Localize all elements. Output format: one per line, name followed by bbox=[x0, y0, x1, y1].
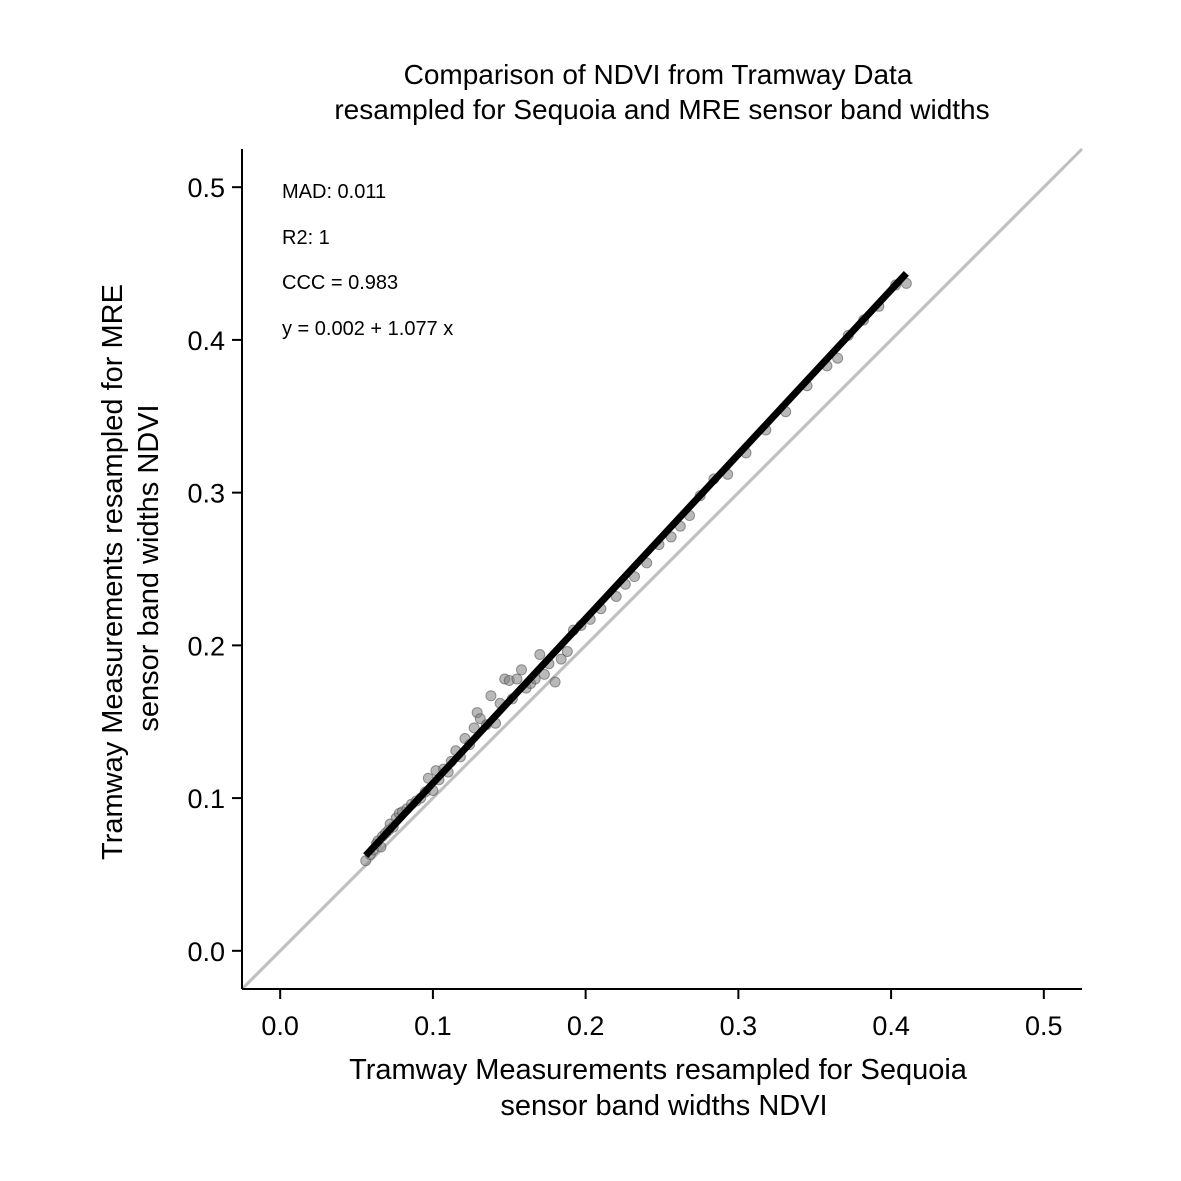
annotation-mad: MAD: 0.011 bbox=[282, 181, 386, 203]
x-tick-label: 0.4 bbox=[872, 1011, 910, 1041]
x-tick-label: 0.2 bbox=[567, 1011, 605, 1041]
data-point bbox=[468, 722, 480, 734]
data-point bbox=[538, 668, 550, 680]
chart-title-line-2: resampled for Sequoia and MRE sensor ban… bbox=[334, 94, 989, 125]
data-point bbox=[485, 690, 497, 702]
fit-line bbox=[363, 270, 909, 859]
y-tick-label: 0.0 bbox=[187, 937, 225, 967]
data-point bbox=[511, 673, 523, 685]
annotations: MAD: 0.011 R2: 1 CCC = 0.983 y = 0.002 +… bbox=[282, 181, 453, 340]
annotation-equation: y = 0.002 + 1.077 x bbox=[282, 318, 453, 340]
annotation-r2: R2: 1 bbox=[282, 227, 330, 249]
y-ticks: 0.0 0.1 0.2 0.3 0.4 0.5 bbox=[187, 173, 242, 967]
data-point bbox=[832, 352, 844, 364]
x-ticks: 0.0 0.1 0.2 0.3 0.4 0.5 bbox=[261, 989, 1063, 1041]
points-layer bbox=[360, 277, 912, 867]
y-axis-label: Tramway Measurements resampled for MRE s… bbox=[97, 284, 165, 860]
x-axis-label: Tramway Measurements resampled for Sequo… bbox=[349, 1054, 968, 1122]
x-axis-label-line-1: Tramway Measurements resampled for Sequo… bbox=[349, 1054, 968, 1086]
y-axis-label-line-1: Tramway Measurements resampled for MRE bbox=[97, 284, 129, 860]
data-point bbox=[549, 676, 561, 688]
annotation-ccc: CCC = 0.983 bbox=[282, 272, 398, 294]
fit-line-layer bbox=[363, 270, 909, 859]
y-tick-label: 0.1 bbox=[187, 784, 225, 814]
y-axis-label-line-2: sensor band widths NDVI bbox=[133, 404, 165, 731]
axes bbox=[241, 149, 1082, 990]
x-tick-label: 0.5 bbox=[1025, 1011, 1063, 1041]
data-point bbox=[555, 653, 567, 665]
y-tick-label: 0.5 bbox=[187, 173, 225, 203]
data-point bbox=[610, 590, 622, 602]
chart-title: Comparison of NDVI from Tramway Data res… bbox=[334, 59, 989, 125]
data-point bbox=[515, 664, 527, 676]
x-tick-label: 0.1 bbox=[414, 1011, 452, 1041]
x-axis-label-line-2: sensor band widths NDVI bbox=[500, 1090, 827, 1122]
x-tick-label: 0.0 bbox=[261, 1011, 299, 1041]
y-tick-label: 0.4 bbox=[187, 326, 225, 356]
y-tick-label: 0.3 bbox=[187, 479, 225, 509]
y-tick-label: 0.2 bbox=[187, 631, 225, 661]
data-point bbox=[561, 645, 573, 657]
data-point bbox=[534, 649, 546, 661]
chart-title-line-1: Comparison of NDVI from Tramway Data bbox=[404, 59, 913, 90]
x-tick-label: 0.3 bbox=[720, 1011, 758, 1041]
